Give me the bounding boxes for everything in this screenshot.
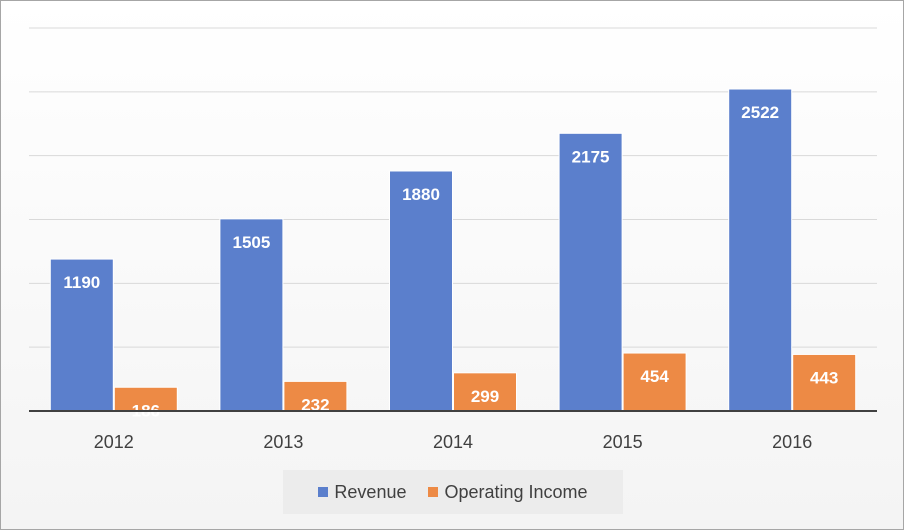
data-label-revenue-2014: 1880 [402, 185, 440, 204]
data-label-revenue-2015: 2175 [572, 147, 610, 166]
data-label-operating-income-2015: 454 [640, 367, 669, 386]
data-label-operating-income-2014: 299 [471, 387, 499, 406]
x-tick-label-2012: 2012 [94, 432, 134, 452]
x-tick-label-2016: 2016 [772, 432, 812, 452]
legend: Revenue Operating Income [283, 470, 623, 514]
legend-label-revenue: Revenue [334, 481, 407, 502]
x-axis: 2012 2013 2014 2015 2016 [29, 410, 877, 452]
legend-item-operating-income: Operating Income [428, 481, 588, 503]
legend-label-operating-income: Operating Income [444, 481, 588, 502]
x-tick-label-2013: 2013 [263, 432, 303, 452]
bar-revenue-2016 [728, 88, 793, 412]
bar-revenue-2015 [558, 132, 623, 412]
data-label-revenue-2013: 1505 [232, 233, 270, 252]
x-tick-label-2015: 2015 [603, 432, 643, 452]
bar-revenue-2014 [389, 170, 453, 412]
data-label-revenue-2012: 1190 [63, 273, 100, 292]
data-label-operating-income-2016: 443 [810, 368, 838, 387]
x-tick-label-2014: 2014 [433, 432, 473, 452]
bar-operating-income-2016 [792, 353, 857, 412]
legend-swatch-revenue [318, 487, 329, 497]
data-label-revenue-2016: 2522 [741, 103, 779, 122]
legend-swatch-operating-income [428, 487, 439, 497]
legend-item-revenue: Revenue [318, 482, 406, 503]
data-label-operating-income-2013: 232 [301, 395, 329, 414]
bars [49, 88, 857, 412]
